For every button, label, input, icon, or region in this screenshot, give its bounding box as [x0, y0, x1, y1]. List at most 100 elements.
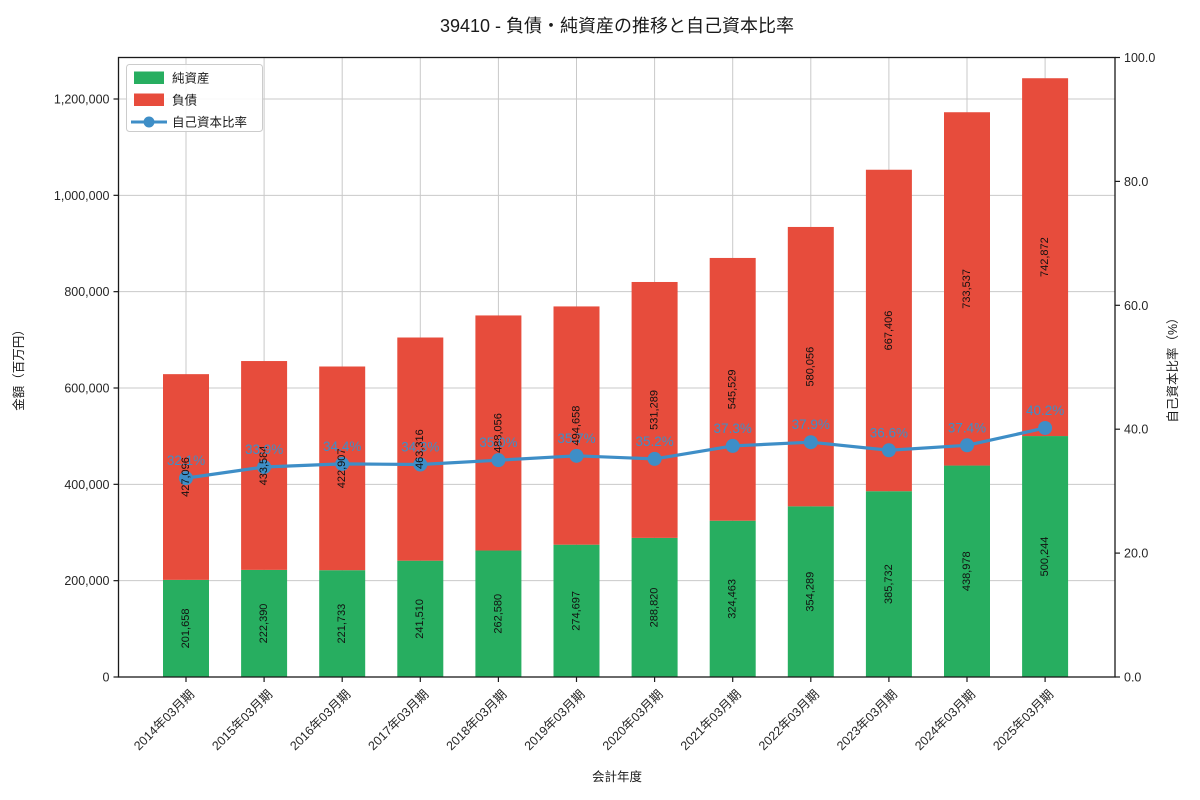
net-assets-swatch — [134, 71, 164, 84]
liabilities-value-label: 488,056 — [492, 413, 504, 453]
net-assets-value-label: 288,820 — [649, 588, 661, 628]
liabilities-bar — [475, 315, 522, 551]
net-assets-bar — [241, 569, 288, 677]
y-axis-label-left: 金額（百万円） — [11, 323, 26, 411]
net-assets-value-label: 354,289 — [805, 572, 817, 612]
net-assets-bar — [553, 544, 600, 677]
right-tick-label: 0.0 — [1124, 671, 1141, 685]
net-assets-bar — [787, 506, 834, 677]
right-tick-label: 60.0 — [1124, 299, 1148, 313]
liabilities-value-label: 422,907 — [336, 448, 348, 488]
left-tick-label: 1,000,000 — [54, 189, 110, 203]
liabilities-bar — [553, 306, 600, 545]
equity-ratio-percent-label: 33.9% — [245, 442, 283, 457]
x-tick-label: 2017年03月期 — [366, 687, 432, 753]
net-assets-bar — [865, 491, 912, 677]
x-tick-label: 2018年03月期 — [444, 687, 510, 753]
liabilities-value-label: 531,289 — [649, 390, 661, 430]
liabilities-swatch — [134, 93, 164, 106]
equity-ratio-percent-label: 36.6% — [870, 425, 908, 440]
legend: 純資産 負債 自己資本比率 — [126, 64, 263, 132]
liabilities-bar — [631, 281, 678, 538]
liabilities-value-label: 733,537 — [961, 269, 973, 309]
net-assets-value-label: 201,658 — [180, 609, 192, 649]
x-tick-label: 2015年03月期 — [209, 687, 275, 753]
net-assets-value-label: 274,697 — [570, 591, 582, 631]
right-tick-label: 80.0 — [1124, 175, 1148, 189]
equity-ratio-percent-label: 34.3% — [401, 440, 439, 455]
net-assets-bar — [1022, 436, 1069, 677]
equity-ratio-percent-label: 37.4% — [948, 420, 986, 435]
liabilities-bar — [865, 169, 912, 492]
equity-ratio-marker — [803, 435, 818, 450]
x-tick-label: 2020年03月期 — [600, 687, 666, 753]
y-axis-label-right: 自己資本比率（%） — [1165, 311, 1180, 422]
net-assets-bar — [944, 465, 990, 677]
x-tick-label: 2025年03月期 — [990, 687, 1056, 753]
equity-ratio-marker — [569, 448, 584, 463]
equity-ratio-percent-label: 35.2% — [635, 434, 673, 449]
equity-ratio-marker — [881, 443, 896, 458]
ratio-line-layer — [179, 420, 1053, 486]
x-tick-label: 2016年03月期 — [287, 687, 353, 753]
legend-label-liabilities: 負債 — [172, 93, 197, 108]
equity-ratio-marker — [647, 451, 662, 466]
equity-ratio-percent-label: 35.7% — [557, 431, 595, 446]
net-assets-value-label: 241,510 — [414, 599, 426, 639]
net-assets-bar — [475, 550, 522, 677]
x-tick-label: 2014年03月期 — [131, 687, 197, 753]
net-assets-bar — [319, 570, 366, 677]
liabilities-value-label: 667,406 — [883, 311, 895, 351]
net-assets-value-label: 438,978 — [961, 551, 973, 591]
equity-ratio-percent-label: 32.1% — [167, 453, 205, 468]
equity-ratio-percent-label: 40.2% — [1026, 403, 1064, 418]
equity-ratio-line — [185, 426, 1046, 480]
chart-title: 39410 - 負債・純資産の推移と自己資本比率 — [440, 16, 794, 36]
net-assets-bar — [163, 579, 209, 677]
liabilities-bar — [787, 226, 834, 507]
legend-item-liabilities: 負債 — [134, 93, 197, 108]
net-assets-value-label: 262,580 — [492, 594, 504, 634]
equity-ratio-marker — [413, 457, 428, 472]
left-tick-label: 1,200,000 — [54, 93, 110, 107]
net-assets-value-label: 324,463 — [727, 579, 739, 619]
equity-ratio-marker — [960, 438, 974, 453]
right-tick-label: 100.0 — [1124, 51, 1155, 65]
equity-ratio-marker — [179, 471, 193, 486]
equity-ratio-percent-label: 37.9% — [792, 417, 830, 432]
equity-ratio-percent-label: 37.3% — [714, 421, 752, 436]
legend-item-net-assets: 純資産 — [134, 71, 210, 86]
bars-layer — [163, 78, 1069, 677]
x-axis-label: 会計年度 — [592, 769, 643, 784]
value-labels-layer: 201,658 427,096 222,390 433,584 221,733 422,9… — [167, 237, 1064, 648]
equity-ratio-percent-label: 35.0% — [479, 435, 517, 450]
liabilities-value-label: 580,056 — [805, 347, 817, 387]
liabilities-value-label: 433,584 — [258, 446, 270, 486]
liabilities-bar — [944, 112, 990, 466]
net-assets-bar — [631, 537, 678, 677]
liabilities-value-label: 427,096 — [180, 457, 192, 497]
equity-ratio-marker — [725, 438, 740, 453]
net-assets-value-label: 500,244 — [1039, 537, 1051, 577]
net-assets-value-label: 385,732 — [883, 564, 895, 604]
equity-ratio-marker-sample — [143, 116, 155, 128]
x-tick-label: 2019年03月期 — [522, 687, 588, 753]
right-tick-label: 40.0 — [1124, 423, 1148, 437]
left-tick-label: 800,000 — [64, 285, 109, 299]
equity-ratio-marker — [335, 456, 350, 471]
left-tick-label: 0 — [103, 671, 110, 685]
liabilities-bar — [1022, 78, 1069, 437]
legend-label-equity-ratio: 自己資本比率 — [172, 115, 247, 130]
equity-ratio-percent-label: 34.4% — [323, 439, 361, 454]
net-assets-bar — [709, 520, 756, 677]
plot-border — [117, 56, 1116, 678]
equity-ratio-marker — [257, 459, 272, 474]
left-tick-label: 200,000 — [64, 574, 109, 588]
liabilities-value-label: 545,529 — [727, 369, 739, 409]
liabilities-value-label: 494,658 — [570, 406, 582, 446]
net-assets-value-label: 222,390 — [258, 604, 270, 644]
net-assets-value-label: 221,733 — [336, 604, 348, 644]
x-tick-label: 2022年03月期 — [756, 687, 822, 753]
liabilities-value-label: 742,872 — [1039, 237, 1051, 277]
